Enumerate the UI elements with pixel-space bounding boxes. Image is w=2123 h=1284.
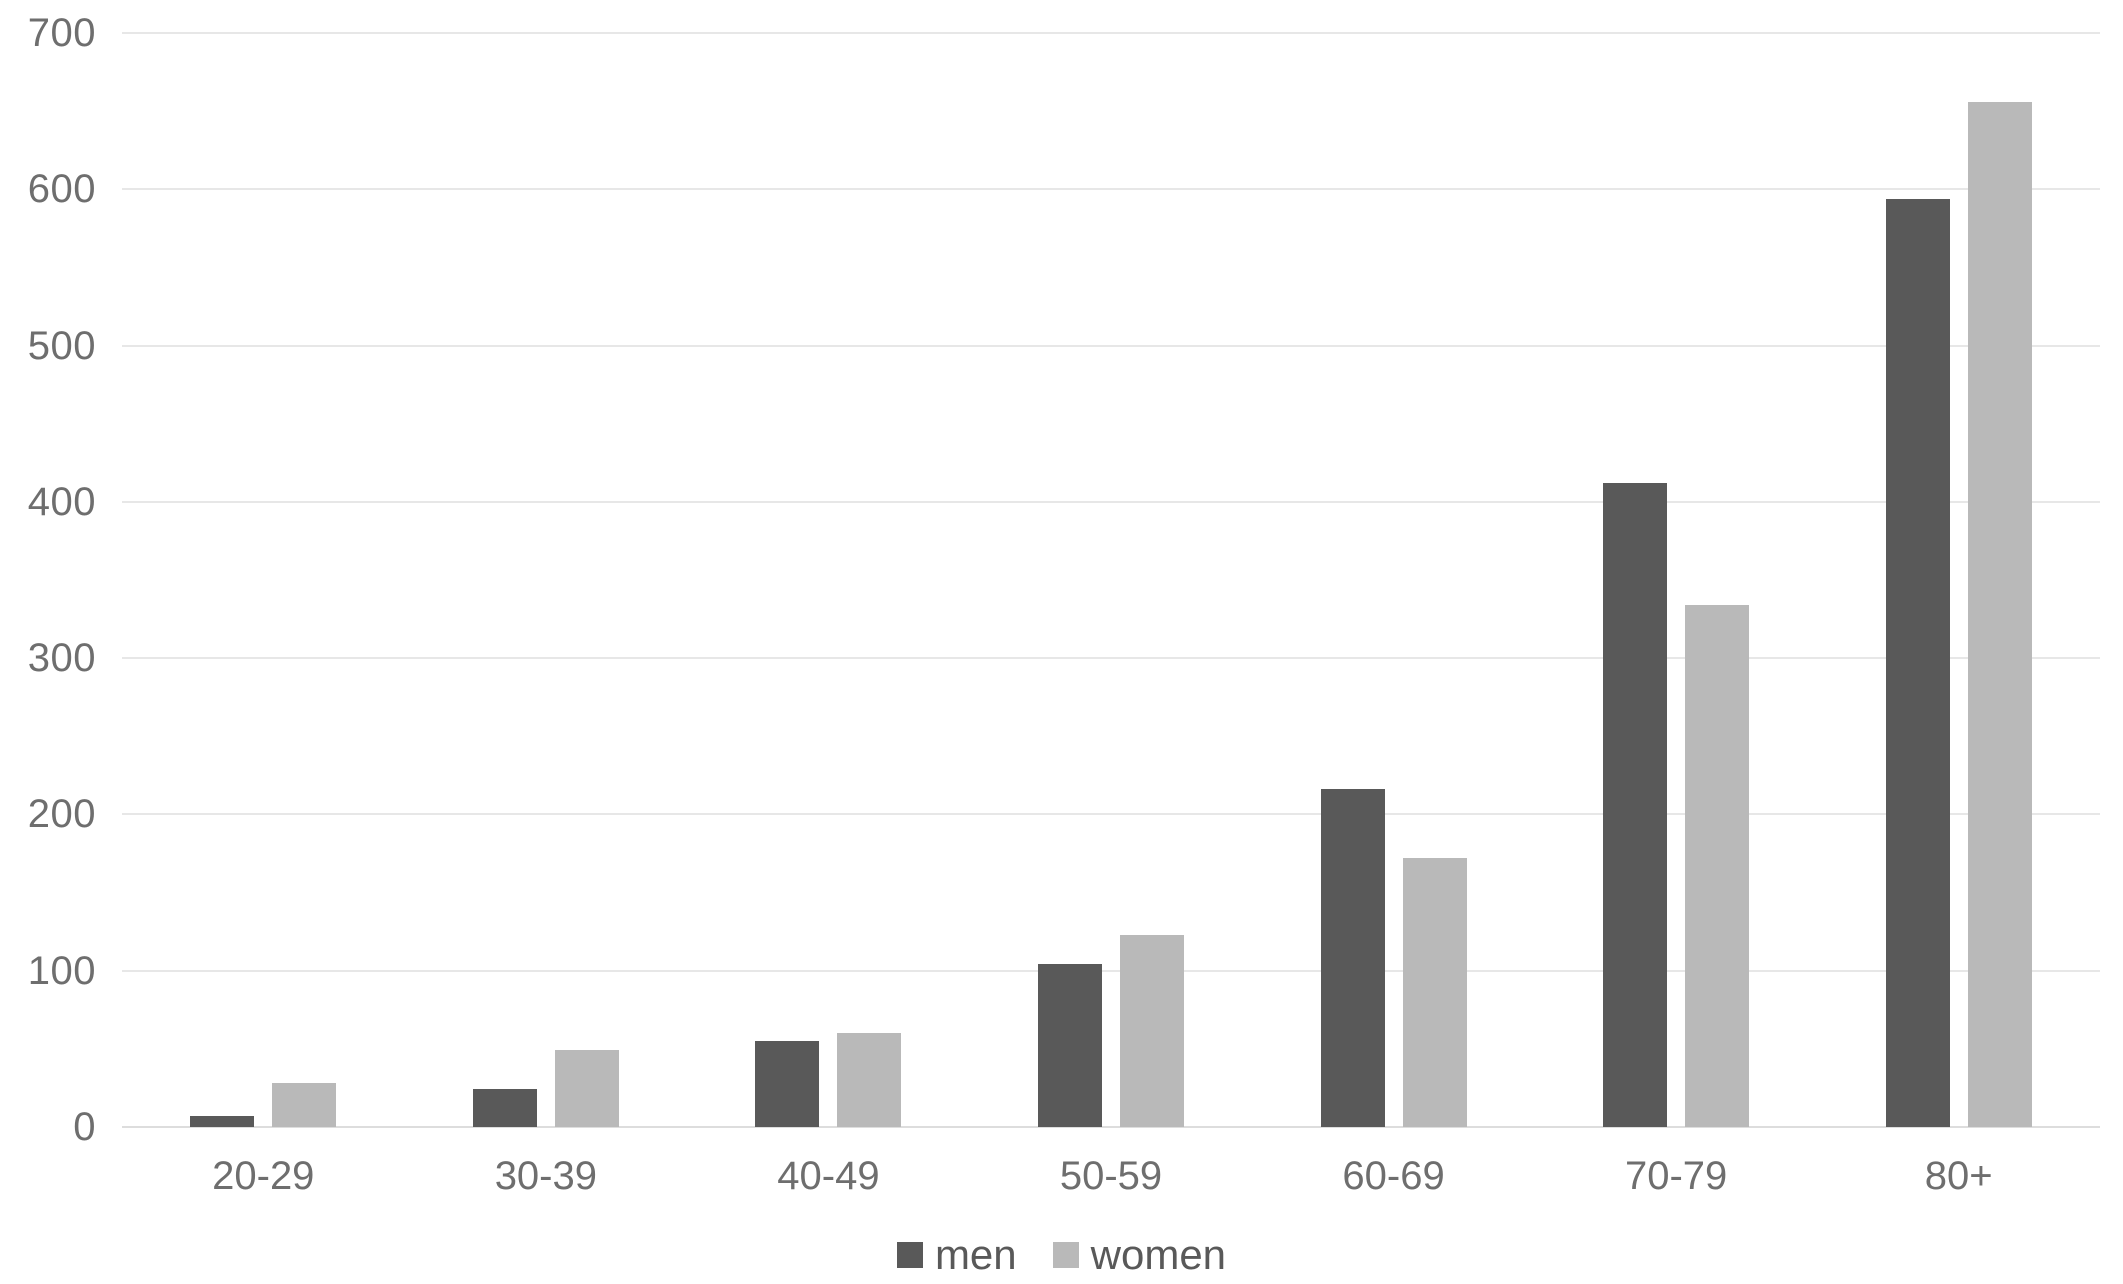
x-axis-baseline [122, 1126, 2100, 1128]
gridline-300 [122, 657, 2100, 660]
women-series-swatch-icon [1052, 1242, 1079, 1268]
x-tick-label-20-29: 20-29 [212, 1154, 315, 1198]
bar-men-60-69 [1320, 789, 1385, 1127]
y-tick-label-600: 600 [27, 167, 96, 212]
bar-men-50-59 [1038, 964, 1102, 1127]
gridline-500 [122, 344, 2100, 347]
bar-women-50-59 [1120, 934, 1184, 1127]
bar-women-80+ [1967, 101, 2032, 1127]
y-tick-label-500: 500 [27, 323, 96, 368]
bar-women-70-79 [1685, 605, 1750, 1127]
gridline-100 [122, 969, 2100, 972]
bar-men-20-29 [190, 1116, 255, 1127]
y-tick-label-200: 200 [27, 792, 96, 837]
y-tick-label-300: 300 [27, 636, 96, 681]
gridline-400 [122, 500, 2100, 503]
bar-men-80+ [1885, 198, 1950, 1127]
bar-women-40-49 [837, 1033, 902, 1127]
bar-women-20-29 [272, 1083, 337, 1127]
bar-women-60-69 [1402, 858, 1467, 1127]
x-tick-label-50-59: 50-59 [1059, 1154, 1163, 1198]
legend-label-women: women [1090, 1231, 1227, 1278]
y-tick-label-400: 400 [27, 479, 96, 524]
bar-women-30-39 [554, 1050, 619, 1127]
x-tick-label-40-49: 40-49 [777, 1154, 880, 1198]
x-tick-label-30-39: 30-39 [494, 1154, 597, 1198]
y-tick-label-100: 100 [27, 948, 96, 993]
legend: men women [0, 1228, 2123, 1282]
x-tick-label-70-79: 70-79 [1624, 1154, 1728, 1198]
legend-item-men: men [896, 1228, 1017, 1282]
legend-label-men: men [934, 1231, 1017, 1278]
gridline-200 [122, 813, 2100, 816]
gridline-700 [122, 32, 2100, 34]
legend-item-women: women [1052, 1228, 1227, 1282]
y-tick-label-0: 0 [73, 1105, 96, 1149]
x-tick-label-60-69: 60-69 [1342, 1154, 1445, 1198]
y-tick-label-700: 700 [27, 11, 96, 55]
bar-men-70-79 [1603, 483, 1668, 1127]
men-series-swatch-icon [896, 1242, 923, 1268]
bar-men-30-39 [472, 1089, 537, 1127]
gridline-600 [122, 188, 2100, 191]
x-tick-label-80+: 80+ [1924, 1154, 1993, 1198]
bar-men-40-49 [755, 1041, 820, 1127]
